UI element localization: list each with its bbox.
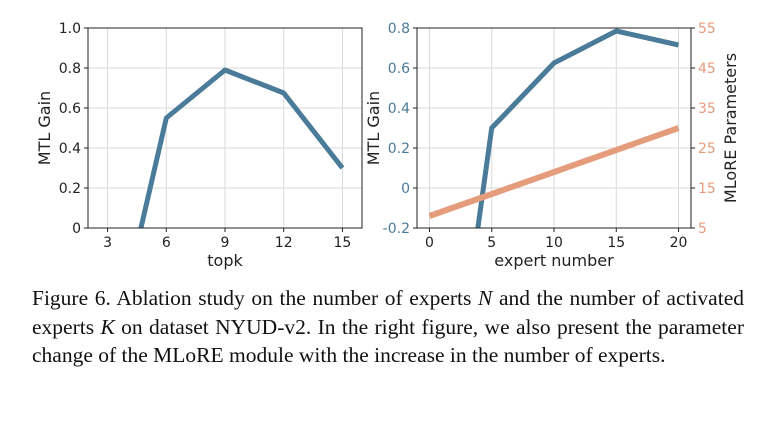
x-tick-label: 9 [221,235,230,251]
x-axis-label: expert number [494,251,614,270]
caption-text-1: Figure 6. Ablation study on the number o… [32,286,479,310]
figure: 3 6 9 12 15 0 0.2 0.4 0.6 0.8 1.0 topk MTL Gain 0 5 10… [35,21,740,270]
series-line-1 [138,67,345,228]
series-line-2 [428,125,680,219]
y-tick-label: 0.8 [388,21,410,37]
caption-text-3: on dataset NYUD-v2. In the right figure,… [32,314,744,368]
y-tick-label: 0.6 [59,101,81,117]
y-tick-label: 0.4 [59,141,81,157]
x-axis-label: topk [207,251,243,270]
y-axis-label: MTL Gain [364,91,383,165]
x-tick-label: 20 [670,235,688,251]
y-axis-label: MTL Gain [35,91,54,165]
x-tick-label: 15 [334,235,352,251]
y2-tick-label: 55 [698,21,716,37]
y-tick-label: 0.6 [388,61,410,77]
y-tick-label: 0.8 [59,61,81,77]
y2-tick-label: 45 [698,61,716,77]
y2-tick-label: 35 [698,101,716,117]
x-tick-label: 5 [487,235,496,251]
caption-var-k: K [100,314,115,339]
y-tick-label: 0.2 [388,141,410,157]
figure-caption: Figure 6. Ablation study on the number o… [32,284,744,370]
chart-topk: 3 6 9 12 15 0 0.2 0.4 0.6 0.8 1.0 topk MTL Gain [35,21,363,270]
x-tick-label: 6 [162,235,171,251]
caption-text-2: and the number of activated experts [32,286,744,339]
y-tick-label: 0.4 [388,101,410,117]
caption-var-n: N [478,286,493,310]
y-tick-label: 0.2 [59,181,81,197]
x-tick-label: 3 [103,235,112,251]
x-tick-label: 0 [425,235,434,251]
y-tick-label: 1.0 [59,21,81,37]
series-line-1 [475,28,680,228]
y-tick-label: 0 [401,181,410,197]
y2-tick-label: 25 [698,141,716,157]
y2-tick-label: 5 [698,221,707,237]
y-tick-label: 0 [72,221,81,237]
chart-expert-number: 0 5 10 15 20 -0.2 0 0.2 0.4 0.6 0.8 5 15 25 35 45 55 expe… [364,21,740,270]
y-tick-label: -0.2 [383,221,410,237]
y2-tick-label: 15 [698,181,716,197]
x-tick-label: 15 [607,235,625,251]
x-tick-label: 10 [545,235,563,251]
x-tick-label: 12 [275,235,293,251]
y2-axis-label: MLoRE Parameters [721,53,740,203]
